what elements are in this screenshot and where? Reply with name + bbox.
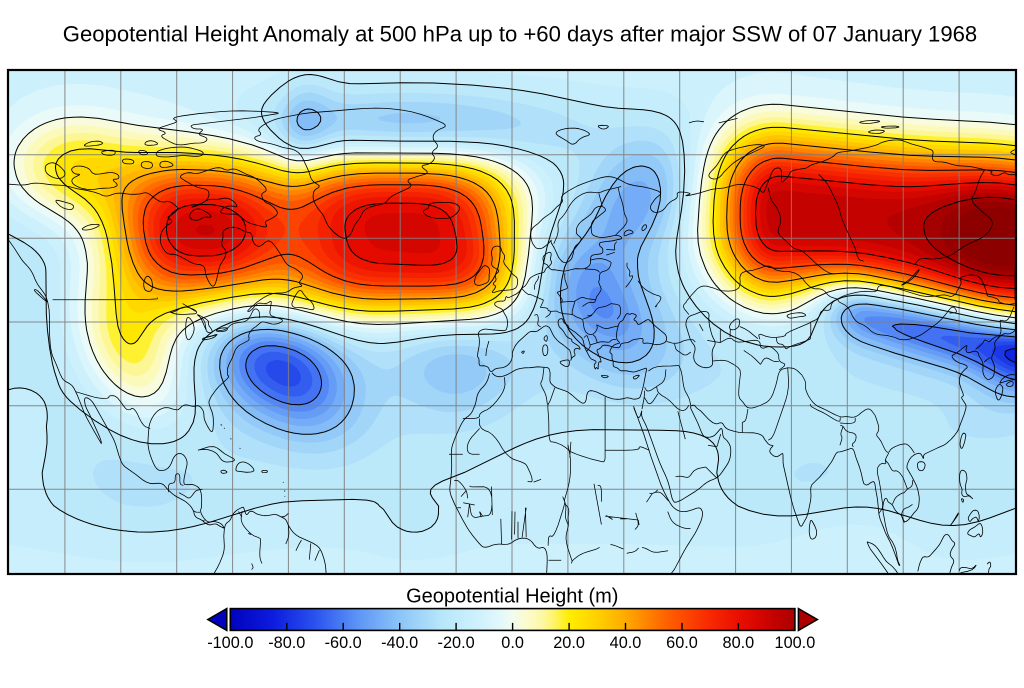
svg-text:100.0: 100.0 (775, 634, 816, 652)
svg-text:20.0: 20.0 (553, 634, 585, 652)
svg-text:-80.0: -80.0 (268, 634, 305, 652)
svg-text:0.0: 0.0 (501, 634, 524, 652)
svg-text:Geopotential Height Anomaly at: Geopotential Height Anomaly at 500 hPa u… (63, 22, 977, 47)
svg-text:60.0: 60.0 (666, 634, 698, 652)
svg-text:Geopotential Height (m): Geopotential Height (m) (406, 586, 618, 608)
svg-text:-20.0: -20.0 (438, 634, 475, 652)
svg-text:40.0: 40.0 (610, 634, 642, 652)
svg-text:-40.0: -40.0 (381, 634, 418, 652)
svg-text:-100.0: -100.0 (207, 634, 253, 652)
svg-text:80.0: 80.0 (723, 634, 755, 652)
svg-text:-60.0: -60.0 (325, 634, 362, 652)
